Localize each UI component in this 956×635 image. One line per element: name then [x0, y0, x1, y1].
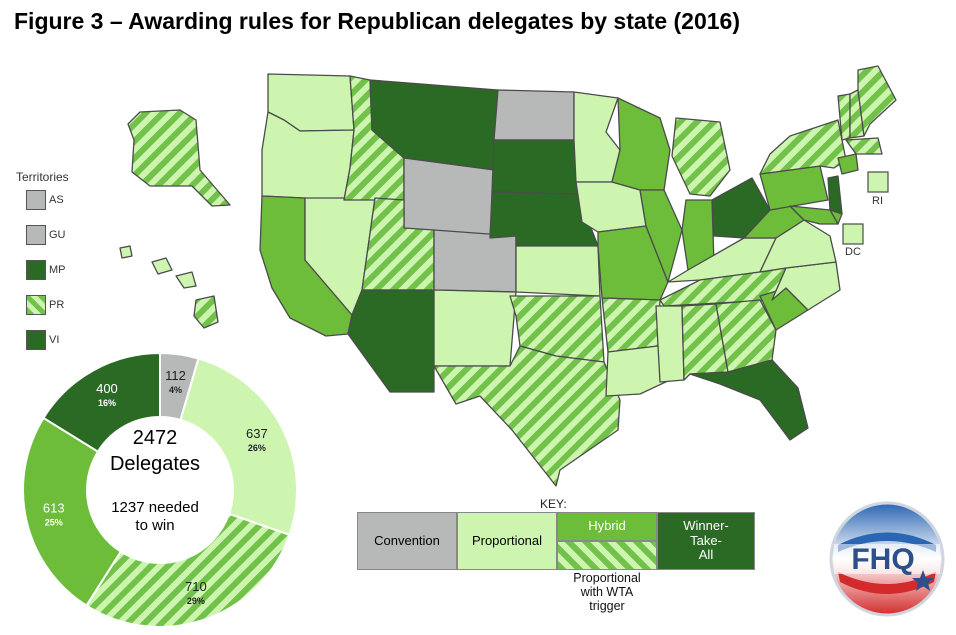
territory-swatch: [26, 295, 46, 315]
ri-label: RI: [872, 195, 883, 207]
territory-code: GU: [49, 229, 66, 241]
state-md: [789, 205, 839, 225]
state-wi: [611, 97, 671, 191]
donut-needed-line2: to win: [135, 517, 174, 534]
state-ct: [837, 153, 859, 175]
donut-total: 2472: [133, 427, 178, 449]
key-title: KEY:: [540, 497, 567, 511]
state-ga: [715, 299, 777, 373]
state-nm: [433, 289, 517, 367]
donut-needed-line1: 1237 needed: [111, 499, 199, 516]
key-winner-take-all: Winner- Take- All: [657, 512, 755, 570]
state-dc-box: [842, 223, 864, 245]
fhq-logo-text: FHQ: [851, 543, 914, 576]
state-nj: [827, 175, 843, 215]
donut-percent-label: 16%: [98, 398, 116, 408]
state-az: [347, 289, 435, 393]
state-hi-4: [193, 295, 219, 329]
delegate-donut-chart: 112 4% 637 26% 710 29% 613 25% 400 16% 2472 Deleg…: [0, 340, 330, 635]
state-wy: [403, 157, 495, 239]
territory-swatch: [26, 330, 46, 350]
fhq-logo: FHQ: [829, 501, 945, 617]
donut-value-label: 112: [165, 368, 186, 383]
state-ar: [601, 297, 661, 353]
territory-code: VI: [49, 334, 60, 346]
state-hi-3: [175, 271, 197, 289]
donut-slice-proportional_wta: [85, 512, 291, 628]
state-ri-box: [867, 171, 889, 193]
state-ak: [127, 109, 231, 207]
territory-mp: MP: [26, 260, 66, 280]
state-fl: [689, 359, 809, 441]
key-proportional: Proportional: [457, 512, 557, 570]
figure-title: Figure 3 – Awarding rules for Republican…: [14, 8, 740, 34]
key-proportional-label: Proportional: [471, 532, 543, 548]
state-mi: [671, 117, 731, 197]
key-hybrid-label: Hybrid: [588, 518, 626, 534]
state-hi-1: [119, 245, 133, 259]
state-ny: [759, 119, 847, 175]
dc-label: DC: [845, 246, 861, 258]
state-me: [857, 65, 897, 137]
state-co: [433, 229, 517, 293]
state-ks: [515, 245, 601, 297]
territory-vi: VI: [26, 330, 59, 350]
state-la: [605, 345, 671, 397]
donut-value-label: 613: [43, 500, 65, 515]
donut-value-label: 400: [96, 381, 118, 396]
state-ma: [845, 137, 883, 155]
territory-code: MP: [49, 264, 66, 276]
territory-gu: GU: [26, 225, 66, 245]
donut-slice-proportional: [179, 357, 298, 537]
key-proportional-wta: [557, 541, 657, 570]
key-convention-label: Convention: [374, 532, 440, 548]
donut-slice-winner_take_all: [42, 351, 161, 453]
star-icon: [912, 570, 934, 591]
state-tx: [433, 345, 621, 487]
state-ia: [575, 181, 647, 233]
state-il: [639, 189, 683, 283]
donut-value-label: 637: [246, 426, 268, 441]
donut-percent-label: 29%: [187, 596, 205, 606]
state-ms: [655, 305, 685, 383]
territories-title: Territories: [16, 170, 69, 184]
key-proportional-wta-label: Proportional with WTA trigger: [573, 571, 641, 613]
key-wta-label: Winner- Take- All: [683, 517, 729, 563]
donut-slice-hybrid: [22, 416, 123, 607]
donut-percent-label: 25%: [45, 517, 63, 527]
state-sd: [491, 139, 579, 195]
territory-swatch: [26, 225, 46, 245]
state-mn: [573, 91, 621, 183]
territory-code: AS: [49, 194, 64, 206]
key-convention: Convention: [357, 512, 457, 570]
donut-value-label: 710: [185, 579, 207, 594]
donut-percent-label: 26%: [248, 443, 266, 453]
donut-hole: [88, 418, 232, 562]
donut-total-sub: Delegates: [110, 453, 200, 475]
territory-code: PR: [49, 299, 65, 311]
state-hi-2: [151, 257, 173, 275]
donut-percent-label: 4%: [169, 385, 182, 395]
key-hybrid: Hybrid: [557, 512, 657, 541]
territory-swatch: [26, 190, 46, 210]
territory-swatch: [26, 260, 46, 280]
territory-as: AS: [26, 190, 64, 210]
state-nd: [493, 89, 575, 141]
territory-pr: PR: [26, 295, 64, 315]
